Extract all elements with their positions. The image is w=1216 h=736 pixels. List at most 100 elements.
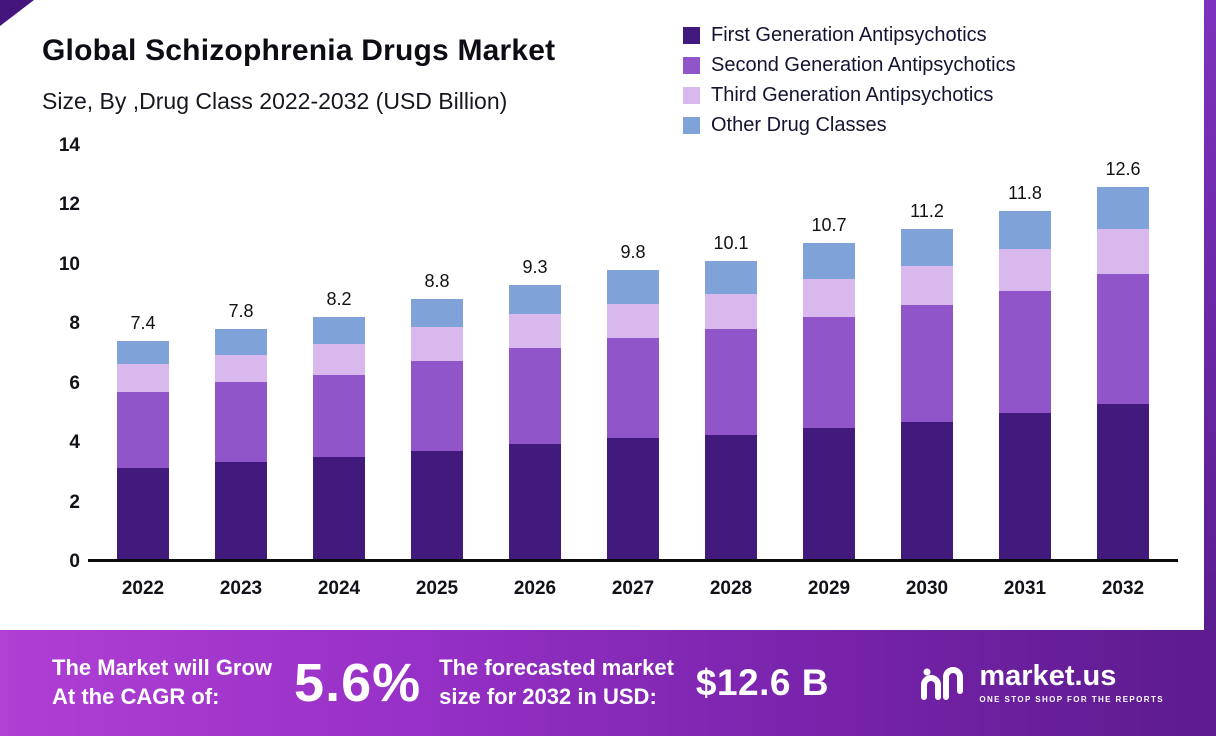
segment-third-generation-antipsychotics — [705, 293, 757, 329]
bar-total-label: 8.8 — [424, 271, 450, 292]
cagr-value: 5.6% — [294, 653, 422, 713]
x-tick-label: 2023 — [219, 578, 263, 599]
bar-total-label: 8.2 — [326, 289, 352, 310]
bar-total-label: 12.6 — [1105, 159, 1141, 180]
legend: First Generation Antipsychotics Second Ge… — [683, 24, 1016, 144]
y-tick-label: 6 — [69, 372, 80, 394]
y-tick-label: 4 — [69, 432, 80, 454]
segment-other-drug-classes — [215, 328, 267, 356]
y-axis: 0 2 4 6 8 10 12 14 — [36, 135, 80, 572]
legend-item-second-generation-antipsychotics: Second Generation Antipsychotics — [683, 54, 1016, 77]
segment-first-generation-antipsychotics — [411, 451, 463, 559]
bar-total-label: 10.7 — [811, 215, 847, 236]
y-tick-label: 14 — [58, 135, 80, 156]
segment-third-generation-antipsychotics — [411, 327, 463, 362]
bar-slot-2023: 7.8 — [192, 146, 290, 559]
bar-total-label: 7.4 — [130, 312, 156, 333]
legend-item-first-generation-antipsychotics: First Generation Antipsychotics — [683, 24, 1016, 47]
segment-third-generation-antipsychotics — [901, 265, 953, 306]
segment-first-generation-antipsychotics — [215, 461, 267, 559]
x-tick-label: 2022 — [121, 578, 165, 599]
segment-other-drug-classes — [999, 210, 1051, 250]
x-tick-label: 2032 — [1101, 578, 1145, 599]
page-subtitle: Size, By ,Drug Class 2022-2032 (USD Bill… — [42, 88, 508, 114]
forecast-label-line1: The forecasted market — [439, 655, 674, 681]
bar-total-label: 11.8 — [1008, 182, 1042, 203]
x-tick-label: 2025 — [415, 578, 459, 599]
segment-first-generation-antipsychotics — [901, 421, 953, 559]
legend-label: First Generation Antipsychotics — [711, 24, 987, 46]
bar-total-label: 9.3 — [522, 256, 548, 277]
segment-second-generation-antipsychotics — [1097, 274, 1149, 405]
legend-swatch — [683, 117, 700, 134]
bar-2023: 7.8 — [215, 146, 267, 559]
right-edge-strip — [1204, 0, 1216, 632]
y-tick-label: 2 — [69, 491, 80, 513]
bar-slot-2022: 7.4 — [94, 146, 192, 559]
segment-first-generation-antipsychotics — [509, 443, 561, 559]
segment-second-generation-antipsychotics — [999, 290, 1051, 413]
segment-other-drug-classes — [411, 299, 463, 328]
segment-second-generation-antipsychotics — [411, 361, 463, 452]
brand-logo: market.us ONE STOP SHOP FOR THE REPORTS — [919, 662, 1164, 704]
segment-other-drug-classes — [117, 340, 169, 365]
segment-other-drug-classes — [803, 243, 855, 279]
bar-total-label: 7.8 — [228, 300, 254, 321]
footer-band: The Market will Grow At the CAGR of: 5.6… — [0, 630, 1216, 736]
y-tick-label: 0 — [69, 551, 80, 572]
segment-first-generation-antipsychotics — [803, 427, 855, 559]
bar-total-label: 10.1 — [713, 233, 749, 254]
segment-third-generation-antipsychotics — [313, 343, 365, 375]
bar-total-label: 11.2 — [910, 200, 944, 221]
x-tick-label: 2028 — [709, 578, 753, 599]
bar-slot-2025: 8.8 — [388, 146, 486, 559]
brand-text-block: market.us ONE STOP SHOP FOR THE REPORTS — [979, 660, 1164, 705]
bar-2028: 10.1 — [705, 146, 757, 559]
bar-2031: 11.8 — [999, 146, 1051, 559]
segment-other-drug-classes — [313, 317, 365, 344]
corner-accent-shape — [0, 0, 34, 26]
bar-2030: 11.2 — [901, 146, 953, 559]
y-tick-label: 10 — [58, 253, 80, 275]
segment-other-drug-classes — [705, 261, 757, 294]
bar-slot-2031: 11.8 — [976, 146, 1074, 559]
segment-second-generation-antipsychotics — [215, 382, 267, 462]
bar-slot-2026: 9.3 — [486, 146, 584, 559]
bar-2024: 8.2 — [313, 146, 365, 559]
segment-second-generation-antipsychotics — [313, 374, 365, 458]
forecast-label: The forecasted market size for 2032 in U… — [439, 654, 674, 711]
x-tick-label: 2031 — [1003, 578, 1047, 599]
segment-third-generation-antipsychotics — [117, 364, 169, 393]
segment-other-drug-classes — [509, 284, 561, 315]
segment-other-drug-classes — [901, 228, 953, 266]
brand-tagline: ONE STOP SHOP FOR THE REPORTS — [979, 695, 1164, 704]
legend-item-other-drug-classes: Other Drug Classes — [683, 114, 1016, 137]
segment-first-generation-antipsychotics — [999, 412, 1051, 559]
legend-label: Other Drug Classes — [711, 114, 887, 136]
x-tick-label: 2024 — [317, 578, 361, 599]
bar-slot-2030: 11.2 — [878, 146, 976, 559]
bar-total-label: 9.8 — [620, 241, 646, 262]
segment-first-generation-antipsychotics — [1097, 404, 1149, 559]
legend-item-third-generation-antipsychotics: Third Generation Antipsychotics — [683, 84, 1016, 107]
segment-third-generation-antipsychotics — [215, 355, 267, 383]
cagr-label-line1: The Market will Grow — [52, 655, 273, 681]
bar-slot-2032: 12.6 — [1074, 146, 1172, 559]
segment-second-generation-antipsychotics — [803, 317, 855, 428]
plot-area: 7.4 7.8 8.2 8.8 9.3 9.8 10.1 10.7 11.2 11.8 12.6 — [88, 146, 1178, 562]
segment-first-generation-antipsychotics — [117, 467, 169, 559]
marketus-logo-icon — [921, 667, 964, 700]
page-title: Global Schizophrenia Drugs Market — [42, 34, 556, 67]
segment-second-generation-antipsychotics — [901, 305, 953, 422]
segment-first-generation-antipsychotics — [313, 457, 365, 559]
bar-slot-2028: 10.1 — [682, 146, 780, 559]
segment-second-generation-antipsychotics — [117, 392, 169, 468]
x-tick-label: 2029 — [807, 578, 851, 599]
cagr-label: The Market will Grow At the CAGR of: — [52, 654, 272, 711]
bar-2022: 7.4 — [117, 146, 169, 559]
segment-first-generation-antipsychotics — [705, 435, 757, 559]
segment-other-drug-classes — [607, 269, 659, 304]
segment-other-drug-classes — [1097, 187, 1149, 229]
brand-name: market.us — [979, 660, 1117, 692]
x-tick-label: 2030 — [905, 578, 949, 599]
